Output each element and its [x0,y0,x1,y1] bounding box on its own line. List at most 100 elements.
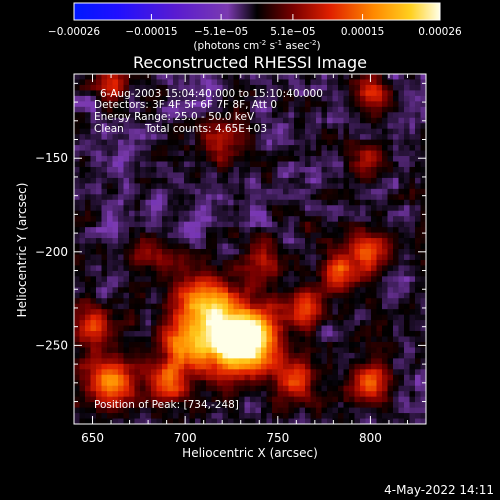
image-pixel [156,309,163,316]
image-pixel [173,259,180,267]
image-pixel [327,227,334,234]
image-pixel [162,139,169,146]
image-pixel [228,309,235,316]
image-pixel [107,418,114,424]
image-pixel [261,391,268,398]
image-pixel [288,418,295,424]
image-pixel [79,363,86,370]
image-pixel [85,150,92,157]
image-pixel [376,74,383,81]
image-pixel [387,276,394,283]
image-pixel [162,101,169,108]
image-pixel [184,177,191,184]
image-pixel [156,232,163,239]
image-pixel [96,166,103,174]
image-pixel [404,106,411,113]
image-pixel [409,369,416,376]
image-pixel [162,363,169,370]
image-pixel [288,95,295,102]
image-pixel [382,363,389,370]
image-pixel [178,74,185,81]
image-pixel [184,199,191,206]
image-pixel [415,358,422,365]
image-pixel [349,101,356,108]
image-pixel [255,270,262,277]
image-pixel [178,221,185,228]
image-pixel [261,341,268,349]
image-pixel [283,270,290,277]
image-pixel [112,199,119,206]
image-pixel [123,221,130,228]
image-pixel [184,358,191,365]
image-pixel [294,292,301,299]
image-pixel [321,90,328,97]
image-pixel [261,117,268,124]
image-pixel [387,298,394,305]
image-pixel [393,341,400,349]
image-pixel [415,156,422,163]
image-pixel [156,276,163,283]
image-pixel [393,139,400,146]
image-pixel [211,243,218,250]
image-pixel [288,249,295,256]
image-pixel [90,161,97,168]
image-pixel [365,117,372,124]
image-pixel [283,145,290,152]
image-pixel [283,341,290,349]
image-pixel [151,276,158,283]
image-pixel [184,106,191,113]
image-pixel [349,407,356,414]
image-pixel [272,407,279,414]
image-pixel [206,84,213,92]
image-pixel [255,259,262,267]
image-pixel [327,172,334,179]
image-pixel [244,112,251,119]
image-pixel [376,402,383,409]
image-pixel [398,139,405,146]
image-pixel [244,391,251,398]
image-pixel [409,374,416,381]
image-pixel [310,145,317,152]
y-tick-label: −150 [35,151,68,165]
image-pixel [222,298,229,305]
image-pixel [387,117,394,124]
image-pixel [123,199,130,206]
image-pixel [338,363,345,370]
image-pixel [283,221,290,228]
image-pixel [101,221,108,228]
image-pixel [398,101,405,108]
image-pixel [294,101,301,108]
image-pixel [327,391,334,398]
image-pixel [244,298,251,305]
image-pixel [420,123,426,130]
image-pixel [134,150,141,157]
image-pixel [305,303,312,310]
image-pixel [184,188,191,195]
image-pixel [162,320,169,327]
image-pixel [129,156,136,163]
image-pixel [261,150,268,157]
image-pixel [272,134,279,141]
image-pixel [239,281,246,288]
image-pixel [239,259,246,267]
image-pixel [140,183,147,190]
image-pixel [200,270,207,277]
image-pixel [200,402,207,409]
image-pixel [393,199,400,206]
image-pixel [134,227,141,234]
image-pixel [200,352,207,359]
image-pixel [156,95,163,102]
image-pixel [294,418,301,424]
image-pixel [85,341,92,349]
image-pixel [294,254,301,261]
image-pixel [217,281,224,288]
image-pixel [398,205,405,212]
image-pixel [354,177,361,184]
image-pixel [134,413,141,420]
image-pixel [129,259,136,267]
image-pixel [305,84,312,92]
image-pixel [283,79,290,86]
image-pixel [409,385,416,392]
image-pixel [184,331,191,338]
image-pixel [222,402,229,409]
